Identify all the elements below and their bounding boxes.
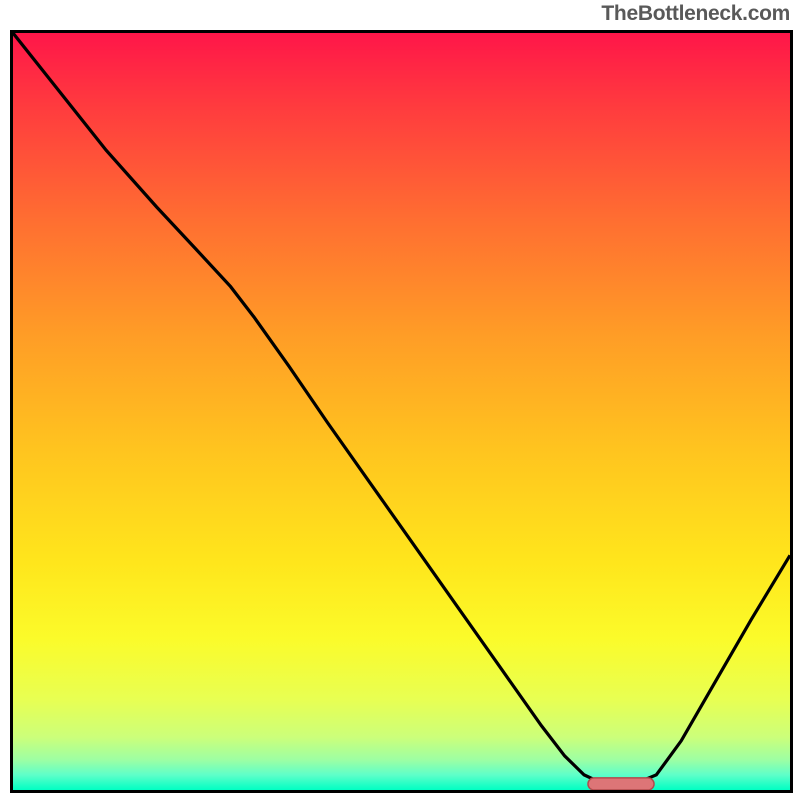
optimal-marker bbox=[13, 33, 790, 790]
plot-area bbox=[13, 33, 790, 790]
chart-container: TheBottleneck.com bbox=[0, 0, 800, 800]
watermark-label: TheBottleneck.com bbox=[601, 2, 790, 26]
